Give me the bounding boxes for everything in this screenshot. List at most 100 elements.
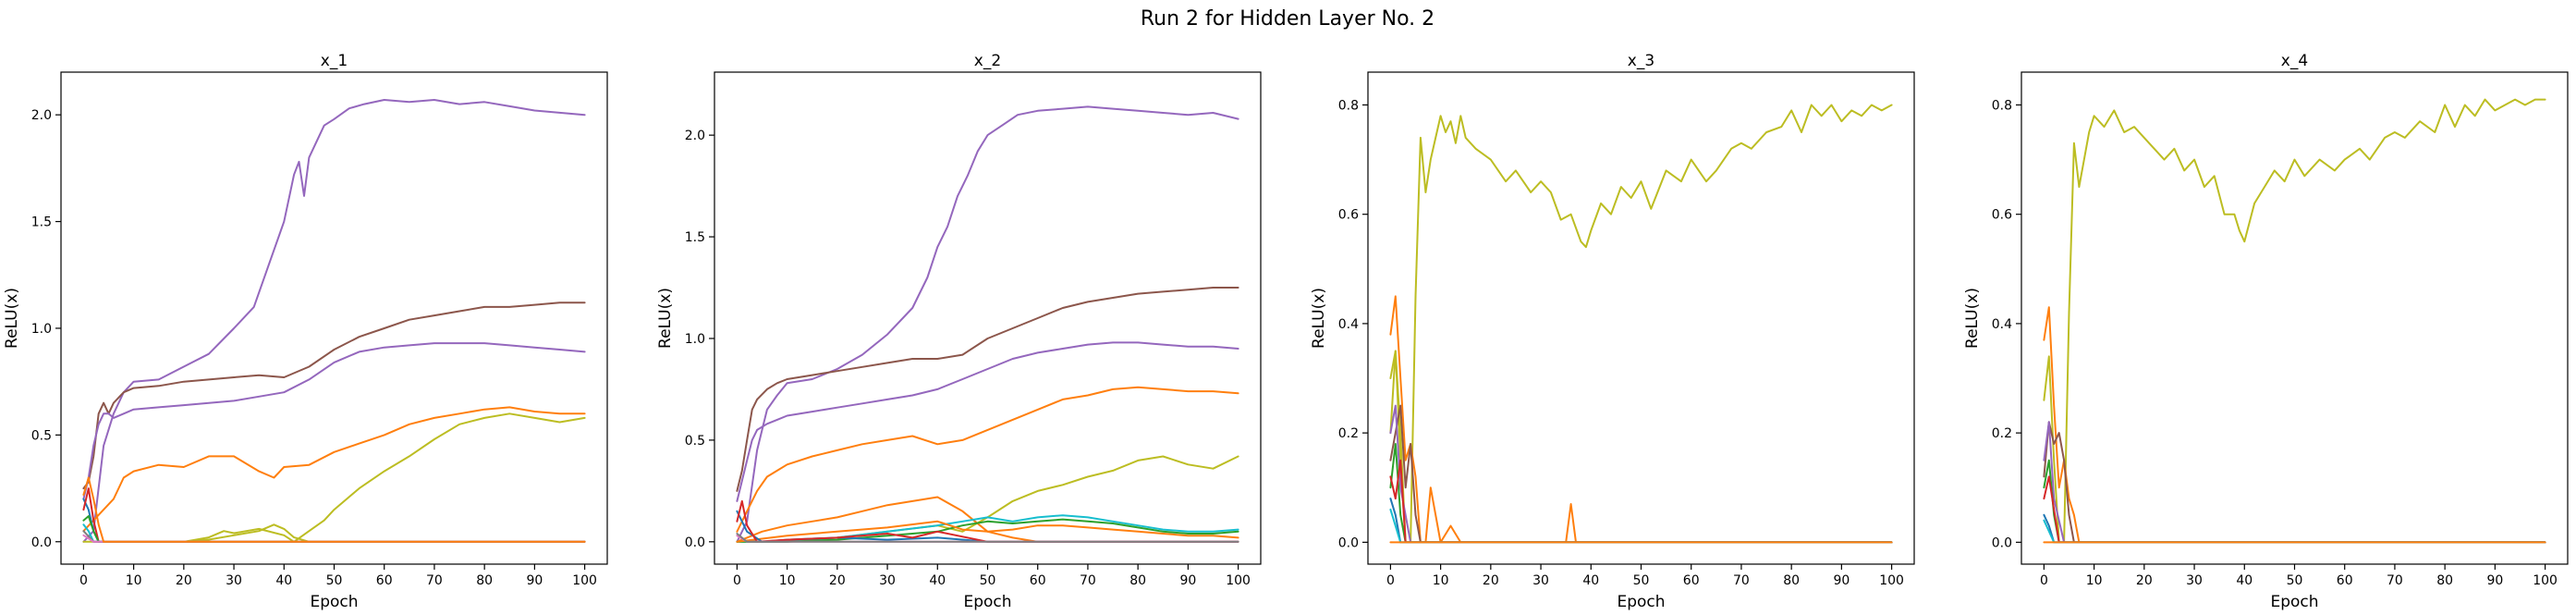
y-tick-label: 0.6 [1992,208,2012,223]
series-line [1389,443,1893,544]
x-tick-label: 0 [2040,573,2048,588]
series-line [82,515,586,543]
figure-suptitle: Run 2 for Hidden Layer No. 2 [1141,7,1435,31]
x-tick-label: 70 [1080,573,1096,588]
x-tick-label: 80 [2436,573,2453,588]
series-line [82,406,586,533]
series-line [736,499,1239,543]
x-tick-label: 30 [2186,573,2203,588]
series-line [82,487,586,543]
series-line [82,523,586,543]
x-axis-label: Epoch [2270,593,2318,611]
series-line [1389,459,1893,544]
subplot-2: 0 10 20 30 40 50 60 70 80 90 100 0.0 0.5 1.0 1.5 2.0 x_2… [656,52,1262,611]
series-line [82,530,586,543]
series-line [2043,513,2546,544]
x-tick-label: 0 [1386,573,1395,588]
y-tick-label: 0.4 [1992,317,2012,332]
subplot-title: x_1 [321,52,348,70]
series-line [1389,404,1893,544]
y-tick-label: 0.8 [1992,98,2012,113]
x-tick-label: 90 [526,573,543,588]
y-tick-label: 2.0 [685,129,705,143]
y-tick-label: 1.5 [685,230,705,245]
series-line [182,523,311,543]
series-line [82,342,586,500]
y-tick-label: 0.8 [1338,98,1359,113]
x-tick-label: 80 [476,573,493,588]
subplot-1: 0 10 20 30 40 50 60 70 80 90 100 0.0 0.5 1.0 1.5 2.0 x_1… [3,52,608,611]
y-tick-label: 0.5 [31,428,52,443]
series-line [736,533,1239,543]
series-line [2043,421,2546,544]
x-tick-label: 30 [879,573,896,588]
x-tick-label: 0 [79,573,88,588]
series-line [82,412,586,543]
x-tick-label: 60 [2337,573,2353,588]
y-tick-label: 0.0 [1992,535,2012,550]
series-line [2043,519,2546,544]
x-tick-label: 80 [1783,573,1800,588]
x-tick-label: 40 [1582,573,1599,588]
series-line [1389,404,1893,544]
x-tick-label: 60 [1683,573,1700,588]
x-tick-label: 40 [275,573,292,588]
y-tick-label: 0.6 [1338,208,1359,223]
x-tick-label: 40 [2236,573,2252,588]
subplot-3: 0 10 20 30 40 50 60 70 80 90 100 0.0 0.2 0.4 0.6 0.8 x_3… [1310,52,1915,611]
x-tick-label: 10 [1433,573,1449,588]
x-axis-label: Epoch [1617,593,1665,611]
series-line [736,287,1239,492]
series-line [736,105,1239,543]
series-line [82,498,586,543]
y-tick-label: 2.0 [31,108,52,123]
x-tick-label: 50 [1633,573,1650,588]
y-axis-label: ReLU(x) [1963,288,1982,349]
y-tick-label: 1.5 [31,215,52,230]
plot-lines [736,105,1239,543]
series-line [736,386,1239,533]
axes-frame [60,71,608,565]
x-tick-label: 100 [1879,573,1904,588]
y-tick-label: 0.5 [685,434,705,449]
y-axis-label: ReLU(x) [3,288,21,349]
x-tick-label: 30 [1532,573,1549,588]
series-line [1389,350,1893,544]
x-tick-label: 10 [126,573,142,588]
x-tick-label: 40 [929,573,946,588]
x-tick-label: 20 [829,573,846,588]
series-line [736,514,1239,543]
x-tick-label: 10 [2086,573,2103,588]
x-tick-label: 100 [572,573,597,588]
x-tick-label: 90 [2486,573,2503,588]
x-tick-label: 20 [2136,573,2153,588]
y-axis-label: ReLU(x) [1310,288,1328,349]
series-line [736,518,1239,543]
series-line [1389,508,1893,544]
x-tick-label: 100 [2533,573,2558,588]
series-line [736,496,1239,543]
series-line [736,510,1239,543]
y-tick-label: 0.0 [31,535,52,550]
x-tick-label: 50 [326,573,343,588]
series-line [736,520,1239,543]
subplot-title: x_3 [1628,52,1654,70]
series-line [2043,98,2546,544]
y-tick-label: 0.2 [1992,426,2012,441]
x-tick-label: 20 [176,573,192,588]
plot-lines [1389,104,1893,544]
series-line [2043,421,2546,544]
x-tick-label: 90 [1833,573,1850,588]
plot-lines [2043,98,2546,544]
x-tick-label: 20 [1483,573,1499,588]
x-tick-label: 50 [2287,573,2303,588]
x-tick-label: 50 [980,573,996,588]
y-tick-label: 0.2 [1338,426,1359,441]
series-line [736,341,1239,502]
axes-frame [714,71,1262,565]
series-line [82,476,586,543]
series-line [1389,295,1893,544]
subplot-4: 0 10 20 30 40 50 60 70 80 90 100 0.0 0.2 0.4 0.6 0.8 x_4… [1963,52,2569,611]
x-tick-label: 80 [1129,573,1146,588]
